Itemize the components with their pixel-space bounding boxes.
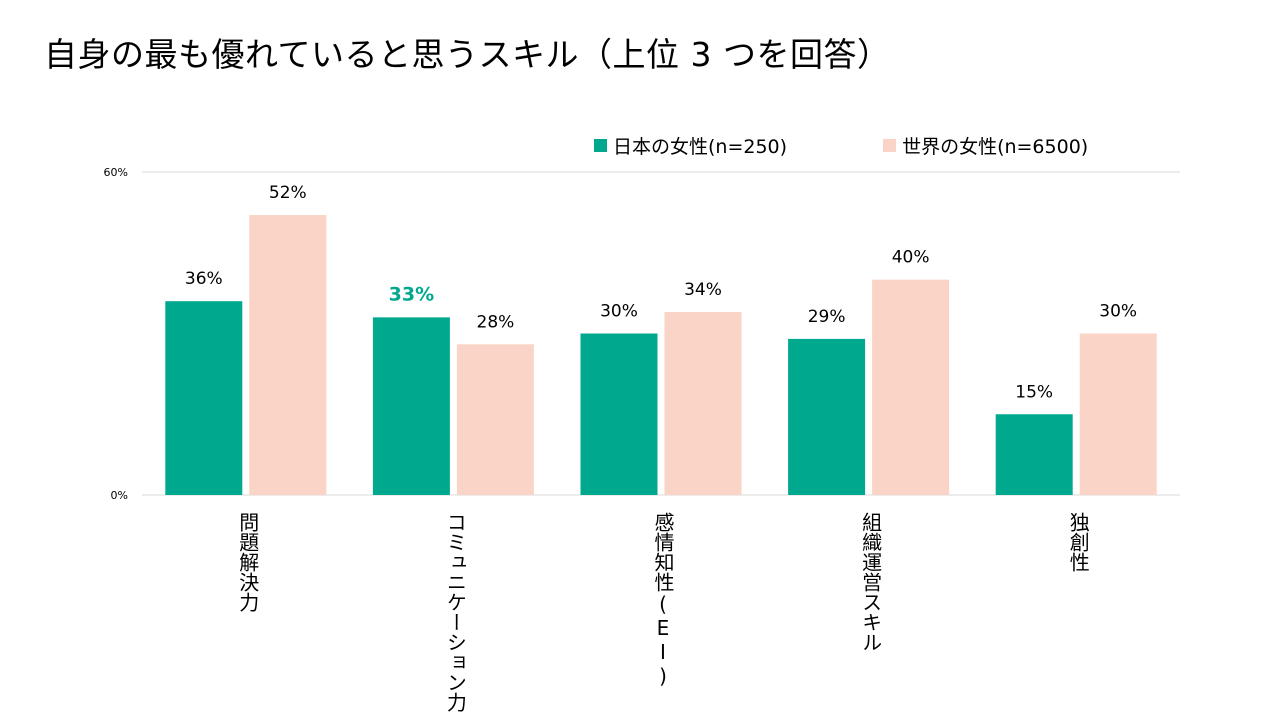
- bar-s1-1: [456, 344, 534, 495]
- bar-s1-3: [872, 279, 950, 495]
- legend-label-japan: 日本の女性(n=250): [613, 136, 788, 158]
- x-tick-label-3: 組織運営スキル: [858, 512, 883, 652]
- chart-legend: 日本の女性(n=250) 世界の女性(n=6500): [594, 132, 1088, 159]
- legend-item-world: 世界の女性(n=6500): [883, 132, 1088, 159]
- y-tick-label-1: 60%: [104, 166, 128, 179]
- bar-s1-4: [1079, 333, 1157, 495]
- legend-swatch-japan: [594, 139, 607, 152]
- x-tick-label-1: コミュニケーション力: [443, 512, 468, 712]
- data-label-s0-4: 15%: [1015, 382, 1053, 402]
- data-label-s1-2: 34%: [684, 280, 722, 300]
- data-label-s1-3: 40%: [892, 248, 930, 268]
- data-label-s1-4: 30%: [1099, 302, 1137, 322]
- y-tick-label-0: 0%: [111, 489, 128, 502]
- bar-s1-2: [664, 311, 742, 495]
- bar-s0-1: [372, 317, 450, 495]
- bar-s0-2: [580, 333, 658, 495]
- data-label-s0-0: 36%: [185, 269, 223, 289]
- legend-item-japan: 日本の女性(n=250): [594, 132, 787, 159]
- data-label-s0-1: 33%: [389, 283, 434, 305]
- legend-swatch-world: [883, 139, 897, 152]
- legend-label-world: 世界の女性(n=6500): [902, 136, 1089, 158]
- bar-s0-3: [788, 338, 866, 495]
- x-tick-label-2: 感情知性(EI): [651, 512, 675, 688]
- data-label-s0-2: 30%: [600, 302, 638, 322]
- bar-s0-4: [995, 414, 1073, 495]
- data-label-s0-3: 29%: [808, 307, 846, 327]
- data-label-s1-0: 52%: [269, 183, 307, 203]
- x-tick-label-4: 独創性: [1066, 512, 1091, 572]
- bar-s0-0: [165, 301, 243, 495]
- bar-s1-0: [249, 215, 327, 496]
- page-title: 自身の最も優れていると思うスキル（上位 3 つを回答）: [44, 35, 891, 74]
- data-label-s1-1: 28%: [477, 312, 515, 332]
- x-tick-label-0: 問題解決力: [235, 512, 260, 612]
